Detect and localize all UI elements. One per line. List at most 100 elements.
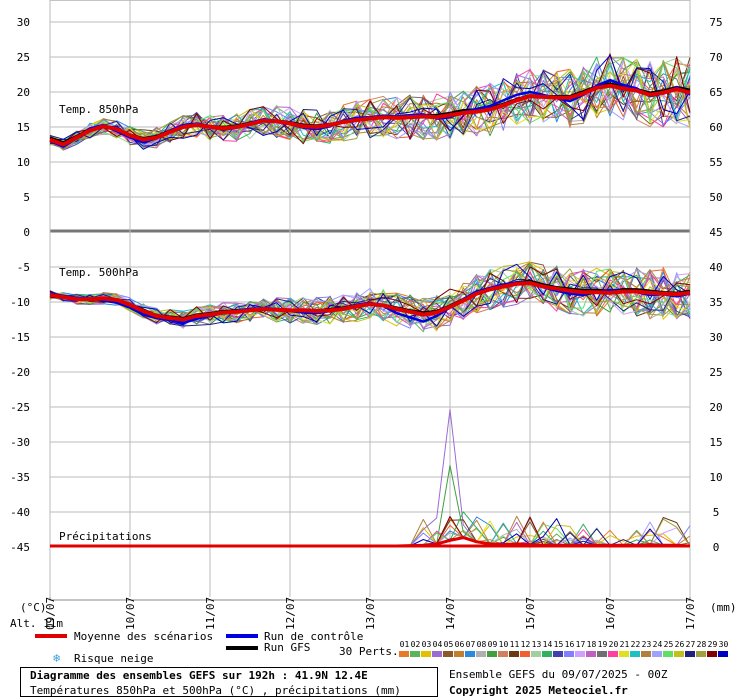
mean-t850-line bbox=[49, 83, 691, 147]
date-tick-label: 09/07 bbox=[44, 597, 57, 630]
right-tick-label: 45 bbox=[709, 226, 722, 239]
pert-number: 11 bbox=[509, 640, 520, 649]
altitude-label: Alt. 11m bbox=[10, 617, 63, 630]
right-unit-label: (mm) bbox=[710, 601, 737, 614]
left-tick-label: -45 bbox=[10, 541, 30, 554]
pert-item: 16 bbox=[564, 640, 575, 657]
copyright-label: Copyright 2025 Meteociel.fr bbox=[449, 684, 628, 697]
pert-swatch bbox=[707, 651, 717, 657]
right-tick-label: 5 bbox=[713, 506, 720, 519]
left-tick-label: 0 bbox=[23, 226, 30, 239]
pert-number: 13 bbox=[531, 640, 542, 649]
right-tick-label: 60 bbox=[709, 121, 722, 134]
pert-swatch bbox=[674, 651, 684, 657]
pert-number: 21 bbox=[619, 640, 630, 649]
pert-item: 17 bbox=[575, 640, 586, 657]
mean-precip-line bbox=[50, 536, 691, 548]
pert-swatch bbox=[575, 651, 585, 657]
pert-number: 01 bbox=[399, 640, 410, 649]
pert-swatch bbox=[597, 651, 607, 657]
pert-item: 09 bbox=[487, 640, 498, 657]
chart-series bbox=[49, 53, 691, 548]
pert-item: 25 bbox=[663, 640, 674, 657]
pert-swatch bbox=[608, 651, 618, 657]
pert-swatch bbox=[641, 651, 651, 657]
date-tick-label: 15/07 bbox=[524, 597, 537, 630]
date-tick-label: 10/07 bbox=[124, 597, 137, 630]
pert-number: 27 bbox=[685, 640, 696, 649]
pert-number: 14 bbox=[542, 640, 553, 649]
pert-item: 06 bbox=[454, 640, 465, 657]
pert-number: 20 bbox=[608, 640, 619, 649]
pert-number: 07 bbox=[465, 640, 476, 649]
pert-swatch bbox=[542, 651, 552, 657]
right-tick-label: 35 bbox=[709, 296, 722, 309]
pert-swatch bbox=[564, 651, 574, 657]
pert-swatch bbox=[509, 651, 519, 657]
left-tick-label: -5 bbox=[17, 261, 30, 274]
pert-number: 30 bbox=[718, 640, 729, 649]
left-tick-label: 20 bbox=[17, 86, 30, 99]
legend-gfs-label: Run GFS bbox=[264, 641, 311, 654]
pert-swatch bbox=[454, 651, 464, 657]
right-tick-label: 15 bbox=[709, 436, 722, 449]
pert-swatch bbox=[531, 651, 541, 657]
pert-item: 14 bbox=[542, 640, 553, 657]
pert-swatch bbox=[663, 651, 673, 657]
pert-item: 30 bbox=[718, 640, 729, 657]
right-tick-label: 20 bbox=[709, 401, 722, 414]
t850-panel-label: Temp. 850hPa bbox=[59, 103, 139, 116]
right-tick-label: 10 bbox=[709, 471, 722, 484]
pert-number: 03 bbox=[421, 640, 432, 649]
left-tick-label: 30 bbox=[17, 16, 30, 29]
pert-swatch bbox=[685, 651, 695, 657]
pert-item: 10 bbox=[498, 640, 509, 657]
pert-item: 12 bbox=[520, 640, 531, 657]
right-tick-label: 0 bbox=[713, 541, 720, 554]
pert-swatch bbox=[476, 651, 486, 657]
pert-number: 24 bbox=[652, 640, 663, 649]
right-tick-label: 75 bbox=[709, 16, 722, 29]
member-t850-line bbox=[49, 55, 691, 150]
pert-item: 26 bbox=[674, 640, 685, 657]
left-tick-label: -25 bbox=[10, 401, 30, 414]
left-tick-label: -40 bbox=[10, 506, 30, 519]
date-tick-label: 17/07 bbox=[684, 597, 697, 630]
left-tick-label: 25 bbox=[17, 51, 30, 64]
pert-number: 17 bbox=[575, 640, 586, 649]
pert-item: 24 bbox=[652, 640, 663, 657]
member-t850-line bbox=[49, 57, 691, 150]
member-t850-line bbox=[49, 64, 691, 148]
t500-panel-label: Temp. 500hPa bbox=[59, 266, 139, 279]
pert-number: 28 bbox=[696, 640, 707, 649]
pert-number: 12 bbox=[520, 640, 531, 649]
right-tick-label: 55 bbox=[709, 156, 722, 169]
date-tick-label: 11/07 bbox=[204, 597, 217, 630]
pert-number: 04 bbox=[432, 640, 443, 649]
legend-mean-label: Moyenne des scénarios bbox=[74, 630, 214, 643]
pert-swatch bbox=[432, 651, 442, 657]
precip-panel-label: Précipitations bbox=[59, 530, 152, 543]
pert-item: 11 bbox=[509, 640, 520, 657]
member-t500-line bbox=[49, 263, 691, 327]
member-t500-line bbox=[49, 263, 691, 326]
member-t500-line bbox=[49, 261, 691, 324]
pert-swatch bbox=[652, 651, 662, 657]
pert-number: 09 bbox=[487, 640, 498, 649]
pert-item: 03 bbox=[421, 640, 432, 657]
pert-number: 06 bbox=[454, 640, 465, 649]
pert-swatch bbox=[498, 651, 508, 657]
date-tick-label: 14/07 bbox=[444, 597, 457, 630]
pert-item: 19 bbox=[597, 640, 608, 657]
pert-number: 18 bbox=[586, 640, 597, 649]
pert-item: 07 bbox=[465, 640, 476, 657]
pert-item: 21 bbox=[619, 640, 630, 657]
date-tick-label: 13/07 bbox=[364, 597, 377, 630]
member-t500-line bbox=[49, 269, 691, 329]
pert-item: 04 bbox=[432, 640, 443, 657]
legend-control-swatch bbox=[226, 634, 258, 638]
pert-number: 02 bbox=[410, 640, 421, 649]
pert-item: 05 bbox=[443, 640, 454, 657]
right-tick-label: 40 bbox=[709, 261, 722, 274]
